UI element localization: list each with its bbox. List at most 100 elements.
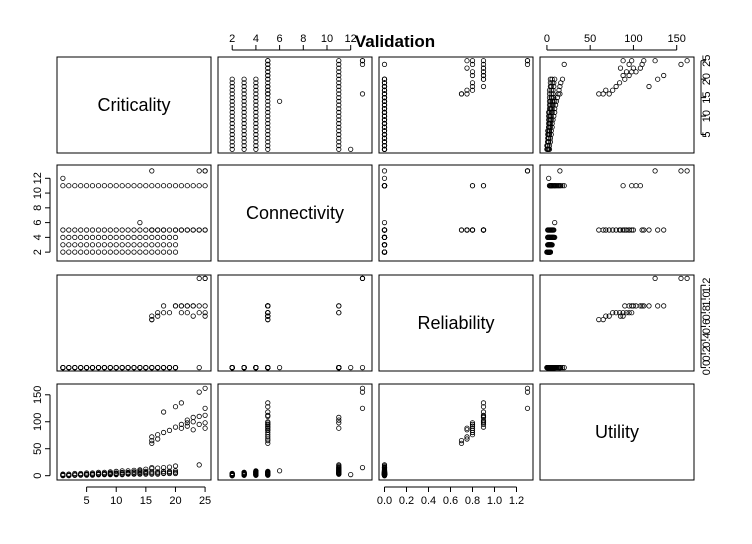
data-point — [178, 303, 184, 309]
panel-3-2 — [378, 383, 534, 481]
data-point — [166, 310, 173, 316]
data-point — [265, 128, 271, 134]
data-point — [113, 364, 119, 371]
data-point — [359, 389, 366, 395]
data-point — [196, 303, 202, 309]
data-point — [149, 242, 155, 248]
data-point — [166, 464, 173, 470]
data-point — [89, 234, 96, 240]
data-point — [253, 117, 259, 123]
data-point — [641, 303, 647, 309]
data-point — [276, 468, 283, 474]
data-point — [125, 364, 131, 371]
data-point — [561, 183, 567, 189]
data-point — [265, 72, 271, 79]
data-point — [137, 467, 143, 473]
data-point — [265, 419, 271, 425]
data-point — [458, 227, 465, 233]
data-point — [184, 417, 190, 423]
data-point — [336, 120, 342, 127]
data-point — [620, 183, 626, 189]
data-point — [184, 423, 190, 429]
data-point — [155, 313, 161, 319]
panel-points-0-1 — [229, 58, 366, 152]
data-point — [178, 310, 184, 316]
data-point — [155, 465, 161, 471]
data-point — [125, 183, 131, 189]
x-tick-label-bottom-2: 0.6 — [443, 495, 458, 507]
data-point — [155, 364, 161, 371]
data-point — [155, 310, 161, 316]
data-point — [149, 316, 155, 323]
data-point — [253, 124, 259, 130]
data-point — [196, 421, 202, 427]
data-point — [229, 124, 235, 130]
data-point — [381, 249, 388, 255]
data-point — [469, 227, 476, 233]
data-point — [178, 425, 184, 431]
data-point — [265, 427, 271, 433]
data-point — [202, 183, 208, 189]
data-point — [241, 146, 247, 152]
x-tick-label-bottom-0: 25 — [199, 495, 211, 507]
data-point — [125, 234, 131, 240]
data-point — [265, 58, 271, 64]
data-point — [596, 91, 602, 97]
data-point — [166, 427, 173, 433]
data-point — [381, 139, 388, 145]
data-point — [78, 470, 84, 477]
data-point — [113, 468, 119, 474]
data-point — [178, 183, 184, 189]
data-point — [241, 91, 247, 97]
data-point — [253, 135, 259, 141]
data-point — [241, 135, 247, 141]
data-point — [60, 364, 66, 371]
data-point — [464, 91, 470, 97]
data-point — [184, 420, 190, 426]
data-point — [149, 168, 155, 174]
data-point — [202, 275, 208, 281]
data-point — [336, 65, 342, 71]
data-point — [623, 69, 630, 75]
data-point — [229, 470, 235, 477]
data-point — [336, 87, 342, 93]
x-tick-label-top-3: 50 — [584, 33, 596, 45]
data-point — [95, 364, 102, 371]
data-point — [661, 72, 667, 79]
data-point — [359, 364, 366, 371]
data-point — [381, 128, 388, 134]
data-point — [166, 242, 173, 248]
data-point — [626, 227, 632, 233]
data-point — [113, 183, 119, 189]
data-point — [229, 80, 235, 86]
data-point — [555, 91, 561, 97]
data-point — [629, 227, 635, 233]
data-point — [469, 80, 476, 86]
data-point — [137, 183, 143, 189]
data-point — [381, 61, 388, 68]
data-point — [89, 364, 96, 371]
data-point — [155, 469, 161, 475]
data-point — [125, 242, 131, 248]
data-point — [469, 87, 476, 93]
y-tick-label-left-3: 150 — [32, 386, 44, 404]
data-point — [241, 124, 247, 130]
data-point — [190, 183, 196, 189]
data-point — [265, 468, 271, 474]
data-point — [190, 427, 196, 433]
data-point — [381, 242, 388, 248]
data-point — [119, 469, 125, 475]
data-point — [617, 227, 624, 233]
data-point — [119, 364, 125, 371]
data-point — [552, 220, 558, 226]
data-point — [613, 310, 619, 316]
data-point — [557, 91, 563, 97]
data-point — [480, 417, 487, 423]
x-tick-label-top-1: 6 — [277, 33, 283, 45]
data-point — [161, 464, 167, 471]
y-tick-label-right-2: 0.0 — [701, 360, 713, 375]
data-point — [155, 227, 161, 233]
data-point — [684, 168, 690, 174]
x-tick-label-bottom-2: 0.0 — [377, 495, 392, 507]
y-tick-label-right-0: 20 — [701, 73, 713, 85]
